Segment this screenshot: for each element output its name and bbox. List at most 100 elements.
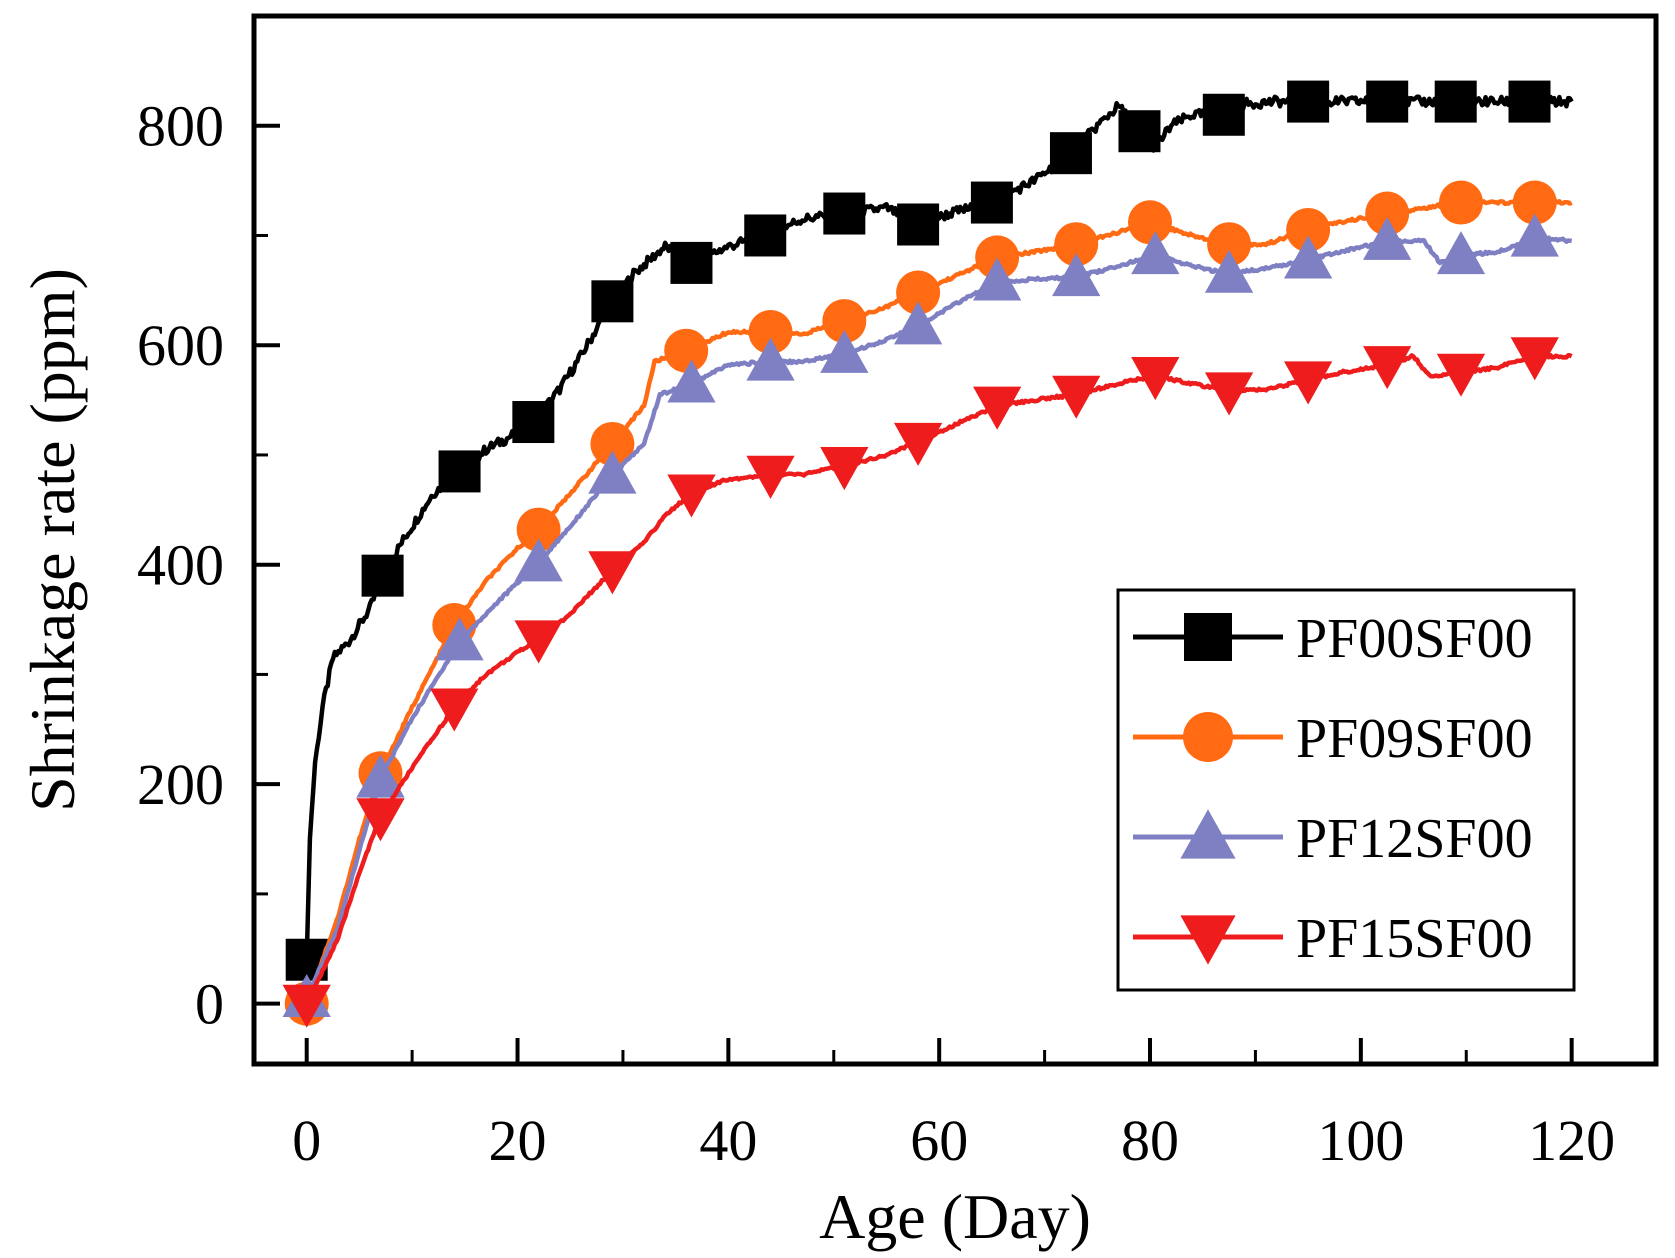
data-point-PF12SF00 <box>1052 253 1101 297</box>
data-point-PF00SF00 <box>1118 110 1161 153</box>
x-tick-label: 40 <box>699 1108 757 1173</box>
series-line-PF12SF00 <box>304 234 1573 1000</box>
data-point-PF12SF00 <box>435 617 484 661</box>
legend-label: PF15SF00 <box>1296 908 1533 970</box>
data-point-PF15SF00 <box>282 984 331 1028</box>
legend-entry-PF09SF00: PF09SF00 <box>1133 708 1533 770</box>
data-point-PF15SF00 <box>1510 337 1559 381</box>
series-PF15SF00 <box>282 337 1573 1028</box>
data-point-PF00SF00 <box>591 280 634 323</box>
data-point-PF15SF00 <box>588 551 637 595</box>
x-tick-label: 20 <box>489 1108 547 1173</box>
data-point-PF15SF00 <box>667 474 716 518</box>
data-point-PF12SF00 <box>1436 231 1486 275</box>
data-point-PF15SF00 <box>820 447 869 491</box>
data-point-PF00SF00 <box>897 203 940 246</box>
data-point-PF09SF00 <box>1054 222 1099 267</box>
legend-entry-PF12SF00: PF12SF00 <box>1133 808 1533 870</box>
data-point-PF00SF00 <box>970 181 1013 224</box>
data-point-PF00SF00 <box>361 554 404 597</box>
y-tick-labels: 0 200 400 600 800 <box>137 94 224 1037</box>
data-point-PF12SF00 <box>1204 249 1254 293</box>
legend-entry-PF00SF00: PF00SF00 <box>1133 608 1533 670</box>
data-point-PF09SF00 <box>1438 180 1483 225</box>
data-point-PF00SF00 <box>438 450 481 493</box>
data-point-PF09SF00 <box>748 310 793 355</box>
data-point-PF00SF00 <box>1202 93 1245 136</box>
data-point-PF00SF00 <box>1287 80 1330 123</box>
y-tick-label: 400 <box>137 533 224 598</box>
data-point-PF00SF00 <box>744 214 787 257</box>
data-point-PF09SF00 <box>590 421 635 466</box>
data-point-PF12SF00 <box>588 450 637 494</box>
data-point-PF09SF00 <box>822 299 867 344</box>
series-layer <box>282 80 1574 1028</box>
x-tick-labels: 0 20 40 60 80 100 120 <box>292 1108 1615 1173</box>
data-point-PF09SF00 <box>516 507 561 552</box>
data-point-PF12SF00 <box>1510 213 1559 257</box>
data-point-PF00SF00 <box>1049 132 1092 175</box>
series-line-PF15SF00 <box>304 352 1573 1005</box>
series-PF12SF00 <box>282 213 1573 1018</box>
data-point-PF12SF00 <box>1283 235 1333 279</box>
data-point-PF15SF00 <box>1131 357 1180 401</box>
data-point-PF15SF00 <box>1283 361 1333 405</box>
data-point-PF12SF00 <box>746 337 795 381</box>
legend-marker <box>1180 915 1236 965</box>
data-point-PF15SF00 <box>1363 346 1412 390</box>
y-axis-title: Shrinkage rate (ppm) <box>17 268 88 812</box>
y-tick-label: 0 <box>195 972 224 1037</box>
y-tick-label: 200 <box>137 752 224 817</box>
legend-label: PF12SF00 <box>1296 808 1533 870</box>
data-point-PF09SF00 <box>1286 207 1331 252</box>
data-point-PF12SF00 <box>893 301 943 345</box>
series-PF00SF00 <box>285 80 1574 981</box>
legend: PF00SF00 PF09SF00 PF12SF00 PF15SF00 <box>1116 588 1576 992</box>
data-point-PF15SF00 <box>514 620 563 664</box>
plot-frame <box>251 13 1659 1067</box>
legend-label: PF09SF00 <box>1296 708 1533 770</box>
data-point-PF12SF00 <box>973 257 1022 301</box>
x-tick-label: 120 <box>1528 1108 1615 1173</box>
data-point-PF00SF00 <box>1366 80 1409 123</box>
data-point-PF12SF00 <box>667 359 716 403</box>
data-point-PF00SF00 <box>670 241 713 284</box>
legend-entry-PF15SF00: PF15SF00 <box>1133 908 1533 970</box>
data-point-PF12SF00 <box>1363 216 1412 260</box>
y-tick-label: 600 <box>137 313 224 378</box>
data-point-PF09SF00 <box>1128 200 1173 245</box>
legend-marker <box>1183 712 1233 762</box>
x-tick-label: 0 <box>292 1108 321 1173</box>
data-point-PF09SF00 <box>1365 191 1410 236</box>
data-point-PF15SF00 <box>430 688 479 732</box>
x-tick-label: 80 <box>1121 1108 1179 1173</box>
data-point-PF12SF00 <box>820 329 869 373</box>
y-tick-label: 800 <box>137 94 224 159</box>
data-point-PF15SF00 <box>973 386 1022 430</box>
x-tick-label: 60 <box>910 1108 968 1173</box>
data-point-PF15SF00 <box>1436 353 1486 397</box>
data-point-PF09SF00 <box>1512 180 1557 225</box>
x-tick-label: 100 <box>1317 1108 1404 1173</box>
legend-marker <box>1180 809 1236 859</box>
data-point-PF09SF00 <box>1207 222 1252 267</box>
legend-marker <box>1184 613 1232 661</box>
data-point-PF00SF00 <box>1508 80 1551 123</box>
data-point-PF09SF00 <box>896 270 941 315</box>
data-point-PF00SF00 <box>823 192 866 235</box>
data-point-PF09SF00 <box>664 328 709 373</box>
data-point-PF15SF00 <box>356 798 405 842</box>
data-point-PF12SF00 <box>1131 231 1180 275</box>
data-point-PF15SF00 <box>1052 375 1101 419</box>
series-line-PF09SF00 <box>304 198 1573 1005</box>
data-point-PF00SF00 <box>1434 80 1477 123</box>
series-PF09SF00 <box>284 180 1573 1026</box>
data-point-PF15SF00 <box>746 455 795 499</box>
data-point-PF15SF00 <box>893 422 943 466</box>
legend-label: PF00SF00 <box>1296 608 1533 670</box>
data-point-PF12SF00 <box>514 538 563 582</box>
data-point-PF00SF00 <box>512 401 555 444</box>
data-point-PF12SF00 <box>356 754 405 798</box>
data-point-PF15SF00 <box>1204 372 1254 416</box>
